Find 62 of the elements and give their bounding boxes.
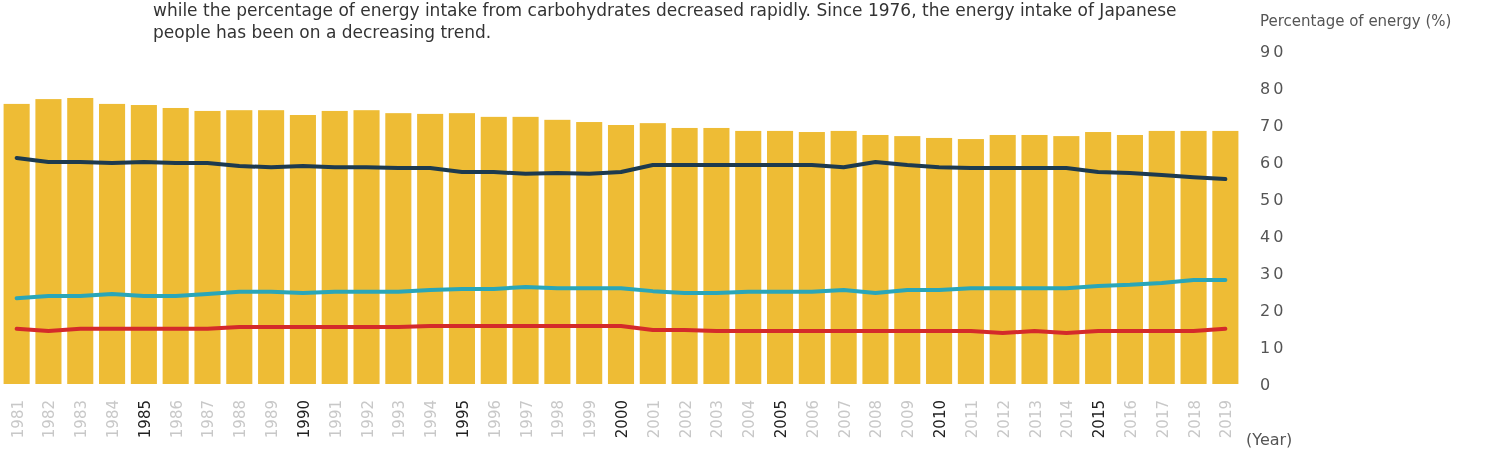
bar [99,103,126,384]
bar [480,116,507,384]
bar [417,113,444,384]
x-tick-label: 1990 [294,400,313,439]
bar [894,136,921,384]
y-tick-label: 90 [1260,41,1287,61]
bar [385,113,412,384]
line-series [14,155,1228,182]
bar [830,130,857,384]
y-tick-label: 20 [1260,300,1287,320]
x-tick-label: 2005 [772,400,791,439]
y-tick-label: 60 [1260,152,1287,172]
bar [35,99,62,384]
x-tick-label: 2010 [931,400,950,439]
bar [639,123,666,384]
y-tick-label: 0 [1260,374,1274,394]
bar [671,127,698,384]
bar [512,116,539,384]
bar [576,122,603,384]
bar [989,134,1016,384]
bar [544,119,571,384]
bar [1053,136,1080,384]
bar [1148,130,1175,384]
bar [289,115,316,384]
bar [321,110,348,384]
x-tick-label: 1995 [453,400,472,439]
line-series [14,278,1228,301]
bar [67,97,94,384]
y-tick-label: 10 [1260,337,1287,357]
bar [1212,130,1239,384]
y-tick-label: 50 [1260,189,1287,209]
line-series [14,323,1228,335]
bar [194,110,221,384]
bar [226,110,253,384]
bar [703,127,730,384]
y-axis-title: Percentage of energy (%) [1260,12,1452,30]
x-tick-label: 1985 [135,400,154,439]
bar [957,139,984,384]
bar [448,113,475,384]
y-tick-label: 80 [1260,78,1287,98]
x-tick-label: 2015 [1090,400,1109,439]
x-tick-label: 2000 [613,400,631,439]
bar [1116,134,1143,384]
x-axis-title: (Year) [1246,430,1293,449]
bar [735,130,762,384]
bar [353,110,380,384]
bar [258,110,285,384]
bar [767,130,794,384]
chart-title: while the percentage of energy intake from carbohydrates decreased rapidly. Since 1976, the energy intake of Japanese people has been on a decreasing trend. [153,0,1177,42]
bar [1021,134,1048,384]
bar [1180,130,1207,384]
bar [926,137,953,384]
bar [130,105,157,384]
bar [607,125,635,384]
bar [162,107,189,384]
bar [1085,132,1112,384]
y-tick-label: 70 [1260,115,1287,135]
bar [798,132,825,384]
y-tick-label: 30 [1260,263,1287,283]
bar [3,103,30,384]
y-tick-label: 40 [1260,226,1287,246]
bar [862,134,889,384]
